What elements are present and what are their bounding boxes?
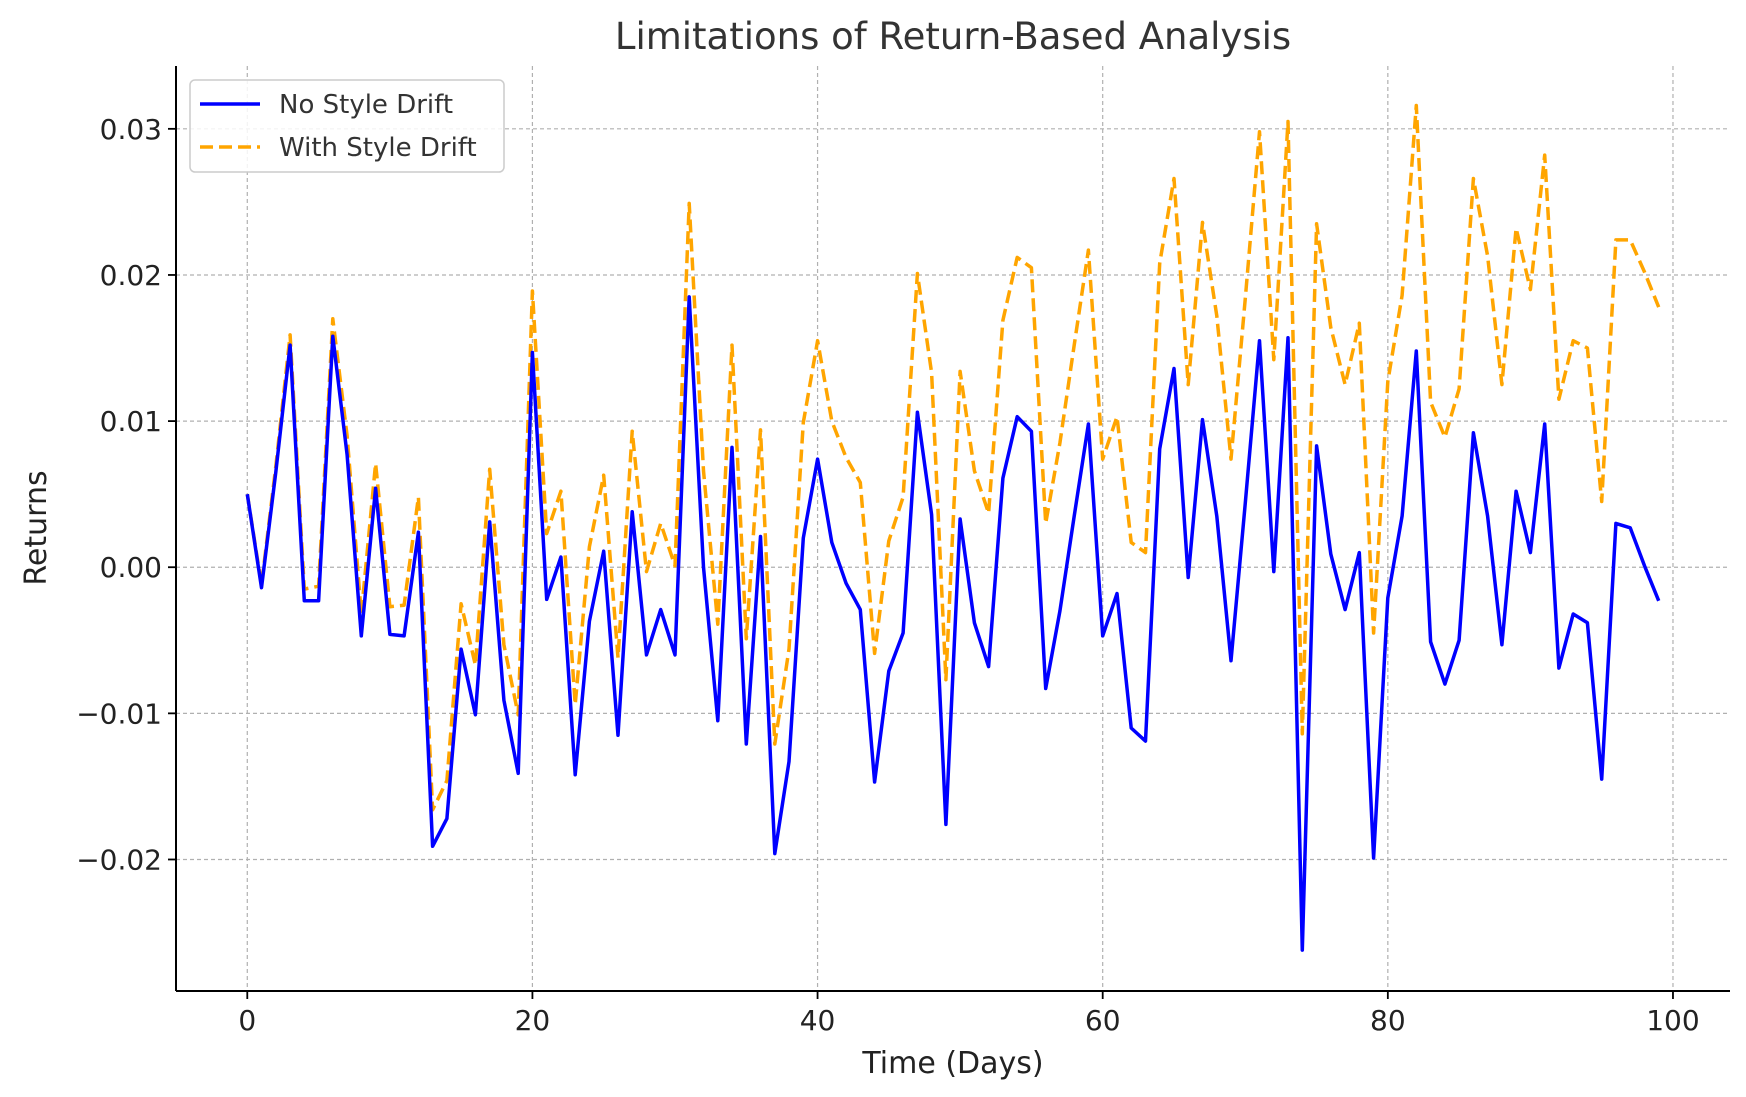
legend-frame xyxy=(189,79,505,173)
legend-label-no-style-drift: No Style Drift xyxy=(279,90,453,120)
series-lines xyxy=(245,103,1661,952)
x-tick-label: 40 xyxy=(800,1004,836,1037)
axes-spines xyxy=(175,66,1730,992)
chart-title: Limitations of Return-Based Analysis xyxy=(615,15,1291,58)
legend-label-with-style-drift: With Style Drift xyxy=(279,133,477,163)
grid xyxy=(176,66,1730,991)
x-tick-label: 100 xyxy=(1646,1004,1699,1037)
x-tick-label: 0 xyxy=(238,1004,256,1037)
series-line-with-style-drift xyxy=(245,103,1661,812)
x-tick-label: 20 xyxy=(515,1004,551,1037)
axis-ticks: 0 20 40 60 80 100 −0.02 −0.01 0.00 0.01 0.02 0.03 xyxy=(76,113,1700,1037)
y-tick-label: 0.01 xyxy=(100,405,162,438)
y-tick-label: 0.00 xyxy=(100,551,162,584)
x-tick-label: 60 xyxy=(1085,1004,1121,1037)
legend: No Style Drift With Style Drift xyxy=(189,79,505,173)
y-tick-label: 0.02 xyxy=(100,259,162,292)
y-tick-label: 0.03 xyxy=(100,113,162,146)
y-tick-label: −0.01 xyxy=(76,697,162,730)
y-axis-label: Returns xyxy=(19,470,54,585)
series-line-no-style-drift xyxy=(245,295,1661,952)
y-tick-label: −0.02 xyxy=(76,843,162,876)
x-tick-label: 80 xyxy=(1370,1004,1406,1037)
x-axis-label: Time (Days) xyxy=(861,1046,1043,1081)
